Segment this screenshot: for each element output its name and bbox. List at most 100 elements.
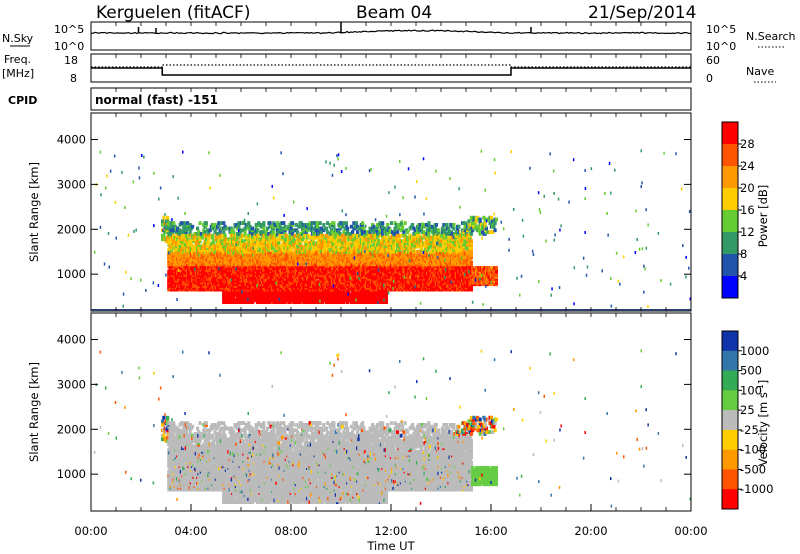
power-cell [206,244,210,249]
power-cell [248,224,252,229]
power-cell [343,235,347,240]
power-cell [206,228,210,233]
power-cell [296,241,300,245]
power-cell [262,230,266,234]
power-cell [294,223,298,227]
power-cell [341,224,345,229]
power-cell [184,228,188,233]
power-cell [343,226,347,231]
power-cell [291,232,295,236]
power-cell [181,221,185,225]
power-cell [178,228,182,233]
power-cell [251,235,255,240]
power-cell [222,230,226,234]
power-cell [172,221,176,225]
power-cell [161,237,165,242]
power-cell [188,239,192,243]
power-cell [338,232,342,236]
power-cell [272,230,276,234]
power-cell [344,221,348,225]
power-cell [207,239,211,243]
power-cell [296,244,300,249]
power-cell [251,226,255,231]
power-cell [257,233,261,238]
freq-tick-bottom: 8 [70,72,77,85]
power-cell [271,246,275,251]
power-cell [284,233,288,238]
power-cell [319,246,323,251]
power-cell [243,242,247,247]
power-cell [316,228,320,233]
power-cell [177,232,181,236]
power-cell [367,233,371,238]
nave-tick-top: 60 [706,54,720,67]
power-cell [361,221,365,225]
power-cell [331,230,335,234]
power-cell [363,230,367,234]
power-cell [169,221,173,225]
power-cell [224,226,228,231]
power-cell [236,235,240,240]
power-cell [203,246,207,251]
sky-right-label: N.Search [746,30,796,43]
power-cell [191,224,195,229]
power-cell [219,221,223,225]
power-cell [213,244,217,249]
power-cell [244,235,248,240]
sky-left-label: N.Sky [2,32,34,45]
power-cell [296,230,300,234]
freq-unit-label: [MHz] [2,67,34,80]
power-cell [222,221,226,225]
power-cell [346,230,350,234]
power-cell [217,221,221,225]
sky-right-tick-bottom: 10^0 [706,40,736,53]
power-cell [212,239,216,243]
power-cell [316,221,320,225]
power-cell [332,224,336,229]
power-cell [237,221,241,225]
power-cell [264,230,268,234]
freq-line [91,67,691,76]
power-cell [162,233,166,238]
power-cell [211,233,215,238]
power-cell [174,241,178,245]
power-cell [349,224,353,229]
power-cell [269,239,273,243]
power-cell [236,232,240,236]
power-cell [319,242,323,247]
power-cell [346,226,350,231]
beam-title: Beam 04 [356,3,432,23]
power-cell [172,239,176,243]
power-cell [326,221,330,225]
power-cell [232,230,236,234]
power-cell [358,244,362,249]
power-cell [201,235,205,240]
power-cell [167,221,171,225]
power-cell [342,230,346,234]
date-title: 21/Sep/2014 [588,3,696,23]
power-cell [258,237,262,242]
power-cell [237,224,241,229]
power-cell [208,228,212,233]
power-cell [319,226,323,231]
power-cell [366,230,370,234]
power-cell [298,224,302,229]
power-cell [268,221,272,225]
power-cell [267,232,271,236]
power-cell [224,300,228,304]
power-cell [241,228,245,233]
power-cell [203,230,207,234]
power-cell [236,241,240,245]
power-cell [291,221,295,225]
power-cell [276,221,280,225]
power-cell [308,221,312,225]
power-cell [198,237,202,242]
power-cell [186,221,190,225]
power-cell [213,230,217,234]
power-cell [318,221,322,225]
power-cell [223,233,227,238]
power-cell [161,223,165,227]
nave-label: Nave [746,65,774,78]
power-cell [352,233,356,238]
